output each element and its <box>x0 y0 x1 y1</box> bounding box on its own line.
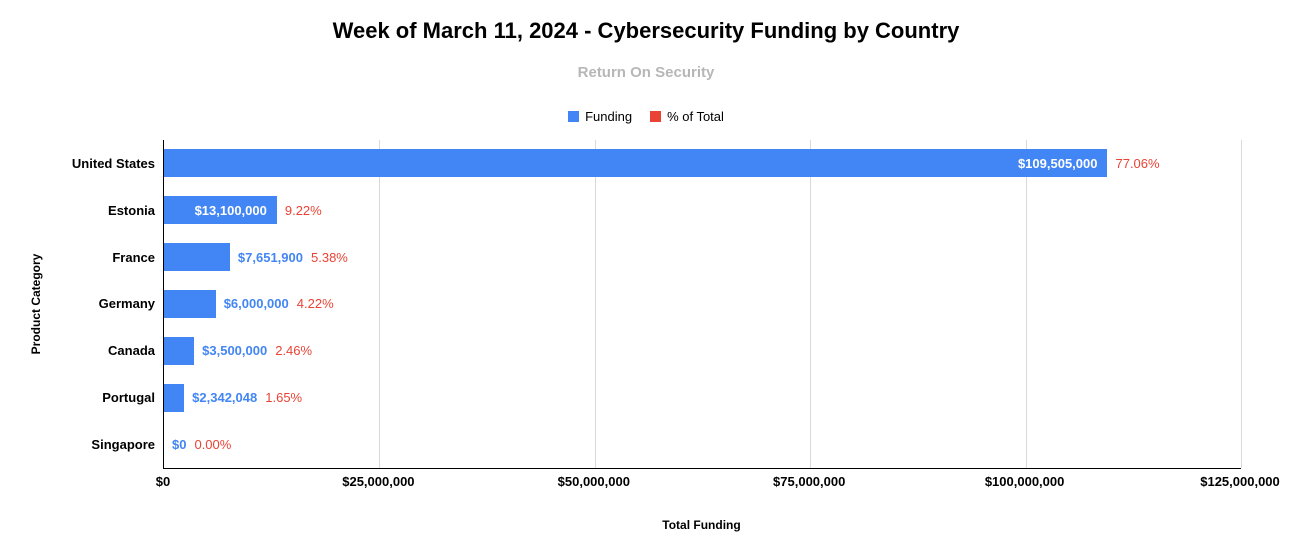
bar-row: $6,000,000 4.22% <box>164 281 1241 328</box>
funding-value-label: $109,505,000 <box>1017 155 1098 171</box>
percent-label: 4.22% <box>296 296 334 312</box>
x-tick-label: $100,000,000 <box>984 474 1065 489</box>
legend: Funding % of Total <box>0 109 1292 124</box>
funding-bar <box>164 336 195 365</box>
bar-row: $2,342,048 1.65% <box>164 374 1241 421</box>
category-label: Singapore <box>91 437 155 453</box>
funding-value-label: $3,500,000 <box>202 343 268 359</box>
bar-row: $13,100,000 9.22% <box>164 187 1241 234</box>
funding-value-label: $13,100,000 <box>194 202 267 218</box>
x-tick-label: $75,000,000 <box>773 474 846 489</box>
percent-label: 2.46% <box>275 343 313 359</box>
bar-row: $109,505,000 77.06% <box>164 140 1241 187</box>
legend-item-percent: % of Total <box>650 109 724 124</box>
gridline <box>379 140 381 468</box>
bar-row: $0 0.00% <box>164 421 1241 468</box>
chart-subtitle: Return On Security <box>577 64 715 81</box>
x-tick-label: $0 <box>155 474 171 489</box>
percent-label: 9.22% <box>284 202 322 218</box>
x-axis-ticks: $0 $25,000,000 $50,000,000 $75,000,000 $100,… <box>156 474 1280 494</box>
funding-value-label: $0 <box>172 437 187 453</box>
category-label: France <box>112 249 155 265</box>
percent-label: 1.65% <box>265 390 303 406</box>
gridline <box>594 140 596 468</box>
percent-label: 77.06% <box>1115 155 1160 171</box>
x-tick-label: $25,000,000 <box>342 474 415 489</box>
x-tick-label: $50,000,000 <box>557 474 630 489</box>
legend-item-funding: Funding <box>568 109 632 124</box>
funding-bar: $13,100,000 <box>164 196 277 225</box>
category-label: Canada <box>108 343 155 359</box>
funding-swatch-icon <box>568 111 580 122</box>
category-label: Estonia <box>108 202 155 218</box>
category-label: Portugal <box>102 390 155 406</box>
x-tick-label: $125,000,000 <box>1200 474 1280 489</box>
bar-row: $7,651,900 5.38% <box>164 234 1241 281</box>
category-label: United States <box>71 155 155 171</box>
funding-bar <box>164 383 185 412</box>
gridline <box>810 140 812 468</box>
x-axis-title: Total Funding <box>662 518 741 532</box>
funding-value-label: $2,342,048 <box>192 390 258 406</box>
percent-label: 0.00% <box>194 437 232 453</box>
legend-label-percent: % of Total <box>667 109 724 124</box>
funding-bar <box>164 289 216 318</box>
chart-title: Week of March 11, 2024 - Cybersecurity F… <box>332 18 960 43</box>
funding-value-label: $7,651,900 <box>237 249 303 265</box>
category-label: Germany <box>98 296 155 312</box>
funding-bar <box>164 243 230 272</box>
bar-row: $3,500,000 2.46% <box>164 327 1241 374</box>
legend-label-funding: Funding <box>585 109 633 124</box>
funding-bar: $109,505,000 <box>164 149 1108 178</box>
gridline <box>1025 140 1027 468</box>
funding-value-label: $6,000,000 <box>223 296 289 312</box>
percent-swatch-icon <box>650 111 662 122</box>
plot-area: $109,505,000 77.06% $13,100,000 9.22% $7,651… <box>163 140 1242 469</box>
percent-label: 5.38% <box>311 249 348 265</box>
gridline <box>1241 140 1242 468</box>
